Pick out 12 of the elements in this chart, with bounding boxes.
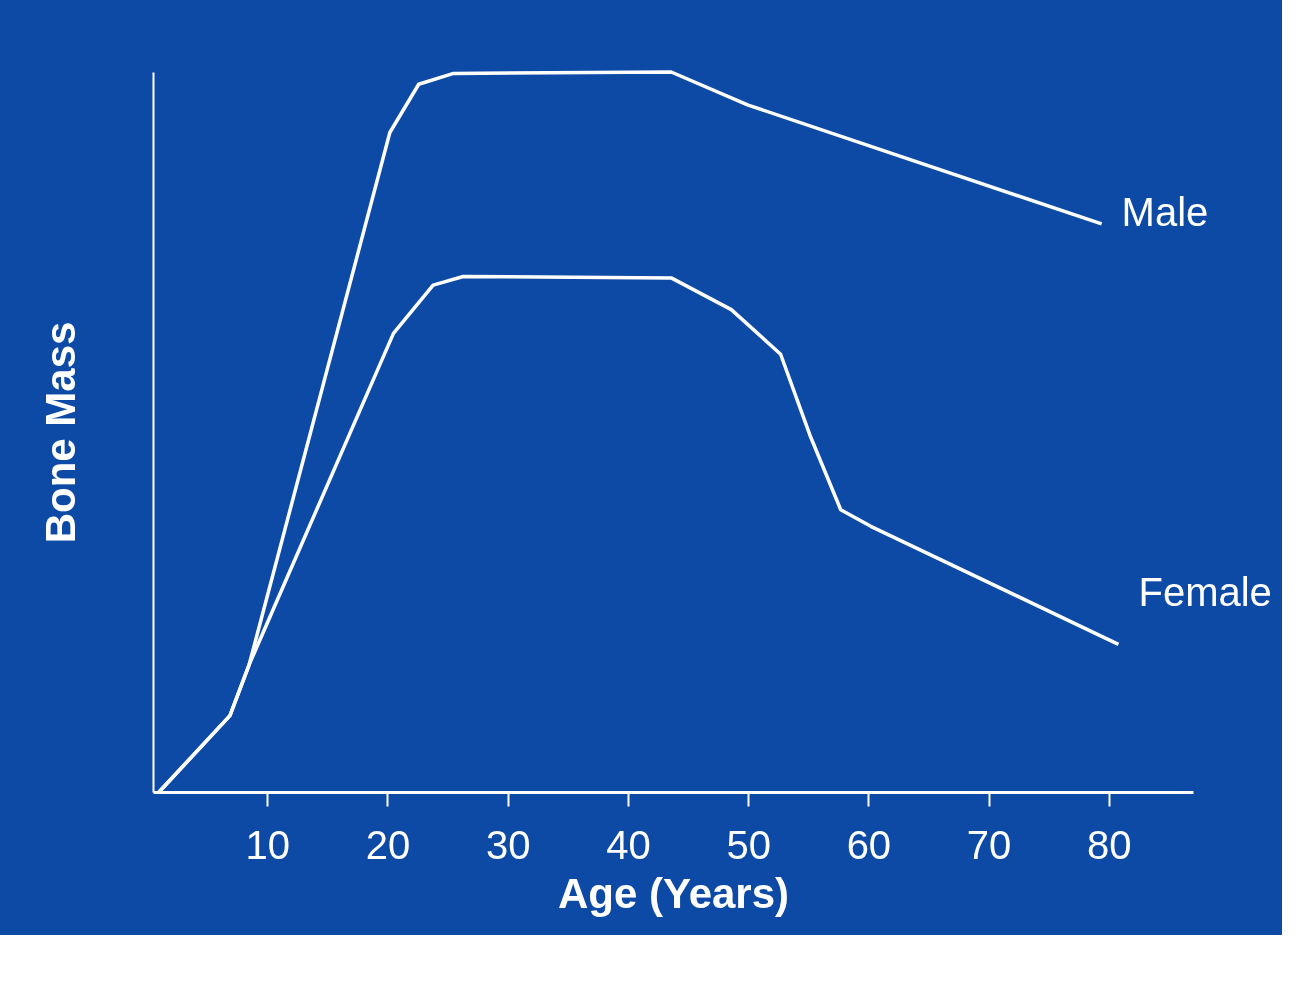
x-tick-label: 20 bbox=[365, 822, 411, 867]
x-tick-label: 60 bbox=[846, 822, 892, 867]
y-axis-title: Bone Mass bbox=[36, 321, 84, 544]
x-axis-title: Age (Years) bbox=[557, 869, 790, 917]
series-label: Male bbox=[1121, 189, 1209, 234]
x-tick-label: 30 bbox=[485, 822, 531, 867]
series-label: Female bbox=[1138, 570, 1272, 615]
x-tick-label: 80 bbox=[1087, 822, 1132, 867]
x-tick-label: 70 bbox=[966, 822, 1012, 867]
x-tick-label: 10 bbox=[245, 822, 290, 867]
x-tick-label: 50 bbox=[726, 822, 771, 867]
x-tick-label: 40 bbox=[606, 822, 651, 867]
